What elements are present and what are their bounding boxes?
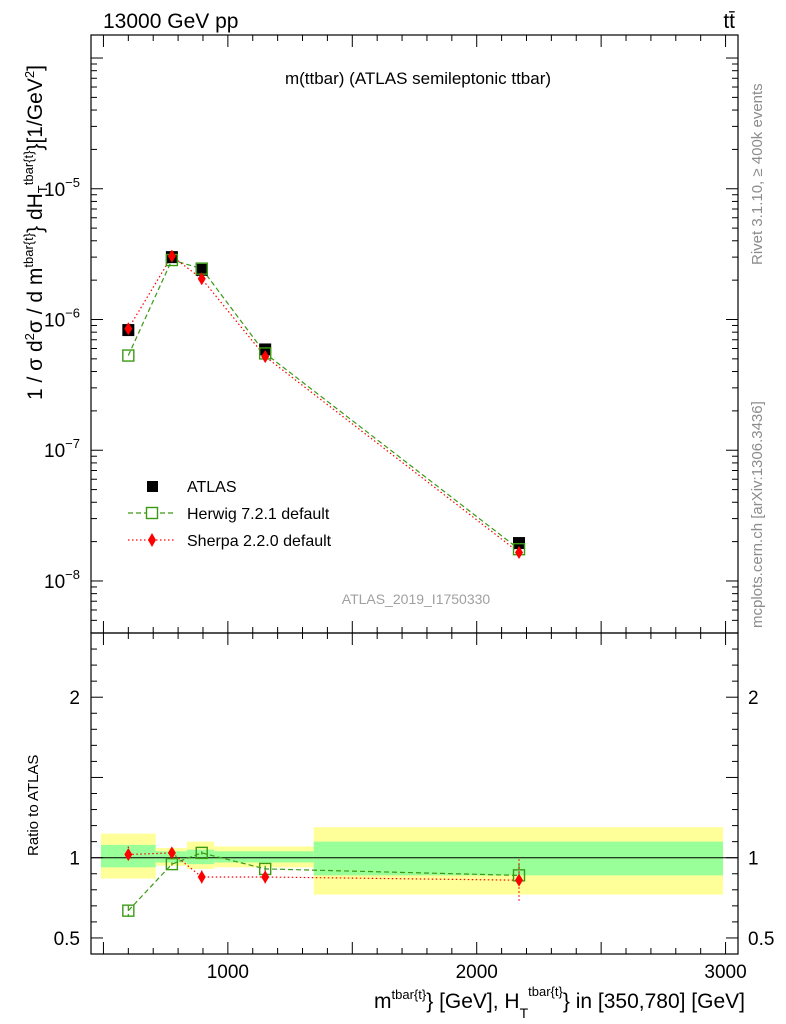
ratio-point-1-4 <box>515 873 524 887</box>
main-y-axis-label: 1 / σ d2σ / d mtbar{t}} dHTtbar{t}}[1/Ge… <box>21 65 50 400</box>
main-plot-title: m(ttbar) (ATLAS semileptonic ttbar) <box>285 69 551 88</box>
ratio-point-1-0 <box>124 847 133 861</box>
y-tick-label: 10−7 <box>44 436 80 462</box>
ylabel-part: ] <box>24 65 47 71</box>
ylabel-subscript: T <box>35 185 50 193</box>
xlabel-subscript: T <box>520 1005 529 1021</box>
data-point-2-2 <box>197 272 206 286</box>
legend-marker-sherpa <box>148 533 156 547</box>
ratio-y-tick-label-left: 0.5 <box>54 929 80 950</box>
xlabel-part: } in [350,780] [GeV] <box>563 990 745 1013</box>
data-point-0-3 <box>259 343 272 356</box>
xlabel-part: } [GeV], H <box>426 990 519 1013</box>
series-line-1 <box>127 259 520 550</box>
series-line-2 <box>127 255 520 553</box>
ratio-series-lines <box>127 852 520 912</box>
xlabel-part: m <box>374 990 392 1013</box>
ratio-line-0 <box>127 852 520 912</box>
y-tick-base: 10 <box>44 572 65 593</box>
legend-entry-sherpa: Sherpa 2.2.0 default <box>128 533 332 550</box>
ratio-y-tick-label-right: 1 <box>748 849 759 870</box>
ratio-y-tick-label-right: 2 <box>748 688 759 709</box>
header-left-label: 13000 GeV pp <box>103 10 238 33</box>
y-tick-base: 10 <box>44 180 65 201</box>
ratio-plot-frame <box>90 632 739 955</box>
analysis-watermark: ATLAS_2019_I1750330 <box>342 591 491 607</box>
y-tick-exponent: −7 <box>65 436 80 451</box>
legend: ATLAS Herwig 7.2.1 default Sherpa 2.2.0 … <box>128 479 332 550</box>
x-tick-label: 3000 <box>704 962 746 983</box>
ratio-uncertainty-bands <box>100 827 724 895</box>
data-point-1-0 <box>122 349 135 362</box>
xlabel-superscript: tbar{t} <box>392 987 427 1002</box>
x-tick-label: 1000 <box>207 962 249 983</box>
header-right-label: tt̄ <box>723 10 735 33</box>
ylabel-part: } dH <box>24 193 47 233</box>
main-axis-ticks <box>91 35 738 634</box>
ylabel-superscript: tbar{t} <box>21 232 36 267</box>
ylabel-superscript: 2 <box>22 71 37 78</box>
ylabel-part: σ / d m <box>24 268 47 333</box>
ratio-x-tick-labels: 1000 2000 3000 <box>207 962 747 983</box>
ratio-y-tick-labels: 0.5 0.5 1 1 2 2 <box>54 688 775 950</box>
legend-label-herwig: Herwig 7.2.1 default <box>187 506 330 523</box>
y-tick-label: 10−5 <box>44 175 80 201</box>
ylabel-superscript: 2 <box>22 333 37 340</box>
ratio-point-1-1 <box>167 846 176 860</box>
y-tick-exponent: −5 <box>65 175 80 190</box>
x-axis-label: mtbar{t}} [GeV], HTtbar{t}} in [350,780]… <box>374 984 745 1021</box>
xlabel-superscript: tbar{t} <box>528 984 563 999</box>
legend-marker-herwig <box>145 506 159 520</box>
ratio-series-markers <box>122 846 526 917</box>
ratio-y-tick-label-left: 1 <box>69 849 80 870</box>
legend-entry-atlas: ATLAS <box>147 479 237 496</box>
data-point-2-0 <box>124 322 133 336</box>
data-point-0-2 <box>195 263 208 276</box>
y-tick-exponent: −8 <box>65 567 80 582</box>
ratio-point-0-0 <box>122 904 135 917</box>
main-series-lines <box>127 255 520 553</box>
inner-band-3 <box>214 851 314 863</box>
data-point-2-3 <box>261 350 270 364</box>
legend-label-atlas: ATLAS <box>187 479 237 496</box>
ylabel-part: }[1/GeV <box>24 78 47 150</box>
mcplots-credit-label: mcplots.cern.ch [arXiv:1306.3436] <box>749 401 766 628</box>
ylabel-superscript: tbar{t} <box>21 150 36 185</box>
y-tick-base: 10 <box>44 441 65 462</box>
data-point-2-1 <box>167 249 176 263</box>
ratio-point-0-2 <box>195 846 208 860</box>
legend-marker-atlas <box>147 481 158 492</box>
ratio-y-tick-label-left: 2 <box>69 688 80 709</box>
ratio-y-axis-label: Ratio to ATLAS <box>25 755 42 856</box>
ratio-y-tick-label-right: 0.5 <box>748 929 774 950</box>
rivet-version-label: Rivet 3.1.10, ≥ 400k events <box>749 83 766 265</box>
y-tick-label: 10−8 <box>44 567 80 593</box>
y-tick-base: 10 <box>44 310 65 331</box>
y-tick-exponent: −6 <box>65 305 80 320</box>
ratio-axis-ticks <box>91 632 738 955</box>
data-point-2-4 <box>515 546 524 560</box>
y-tick-label: 10−6 <box>44 305 80 331</box>
ratio-line-1 <box>128 852 520 881</box>
ratio-point-1-2 <box>197 870 206 884</box>
legend-entry-herwig: Herwig 7.2.1 default <box>128 506 330 523</box>
main-series-markers <box>122 249 526 560</box>
legend-label-sherpa: Sherpa 2.2.0 default <box>187 533 332 550</box>
main-y-tick-labels: 10−810−710−610−5 <box>44 175 80 593</box>
main-panel: m(ttbar) (ATLAS semileptonic ttbar) ATLA… <box>21 34 739 634</box>
x-tick-label: 2000 <box>456 962 498 983</box>
ratio-point-1-3 <box>261 870 270 884</box>
ratio-panel: 0.5 0.5 1 1 2 2 1000 2000 3000 Ratio to ATLAS m… <box>25 632 775 1021</box>
ylabel-part: 1 / σ d <box>24 340 47 400</box>
